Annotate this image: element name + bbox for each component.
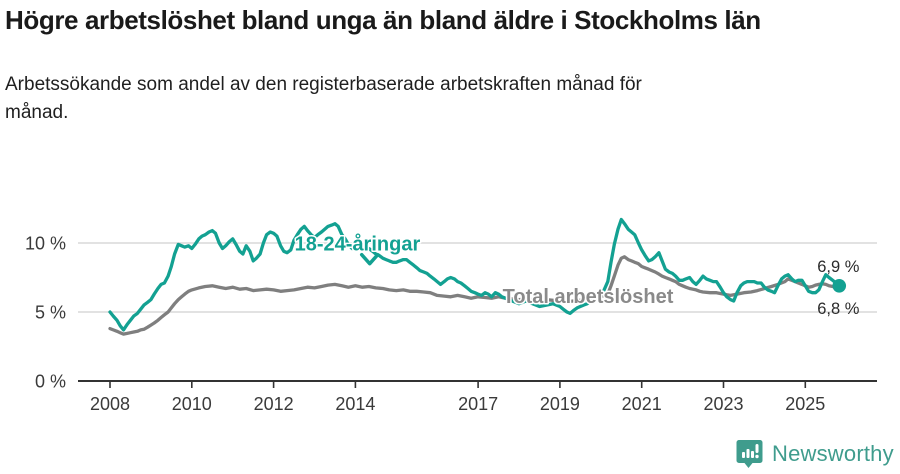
x-tick-label: 2014	[335, 394, 375, 414]
x-tick-label: 2023	[703, 394, 743, 414]
x-tick-label: 2012	[254, 394, 294, 414]
x-tick-label: 2017	[458, 394, 498, 414]
y-tick-label: 10 %	[25, 234, 66, 254]
newsworthy-logo-icon	[736, 440, 763, 468]
series-label-youth: 18-24-åringar	[295, 233, 421, 256]
end-value-label-youth: 6,9 %	[817, 258, 860, 276]
brand-name: Newsworthy	[772, 441, 894, 466]
y-tick-label: 0 %	[35, 372, 66, 392]
series-label-total: Total arbetslöshet	[503, 286, 674, 308]
chart-subtitle: Arbetssökande som andel av den registerb…	[5, 74, 642, 123]
series-line-total	[108, 255, 841, 336]
y-tick-label: 5 %	[35, 303, 66, 323]
label-arrow-down-icon	[359, 252, 380, 266]
x-tick-label: 2021	[622, 394, 662, 414]
x-tick-label: 2019	[540, 394, 580, 414]
chart-title: Högre arbetslöshet bland unga än bland ä…	[5, 5, 761, 35]
x-tick-label: 2008	[90, 394, 130, 414]
brand-footer: Newsworthy	[736, 439, 894, 469]
x-tick-label: 2010	[172, 394, 212, 414]
end-value-label-total: 6,8 %	[817, 300, 860, 318]
x-tick-label: 2025	[785, 394, 825, 414]
series-end-dot-youth	[832, 278, 847, 293]
series-line-youth	[108, 217, 841, 332]
chart-header: Högre arbetslöshet bland unga än bland ä…	[5, 4, 895, 126]
